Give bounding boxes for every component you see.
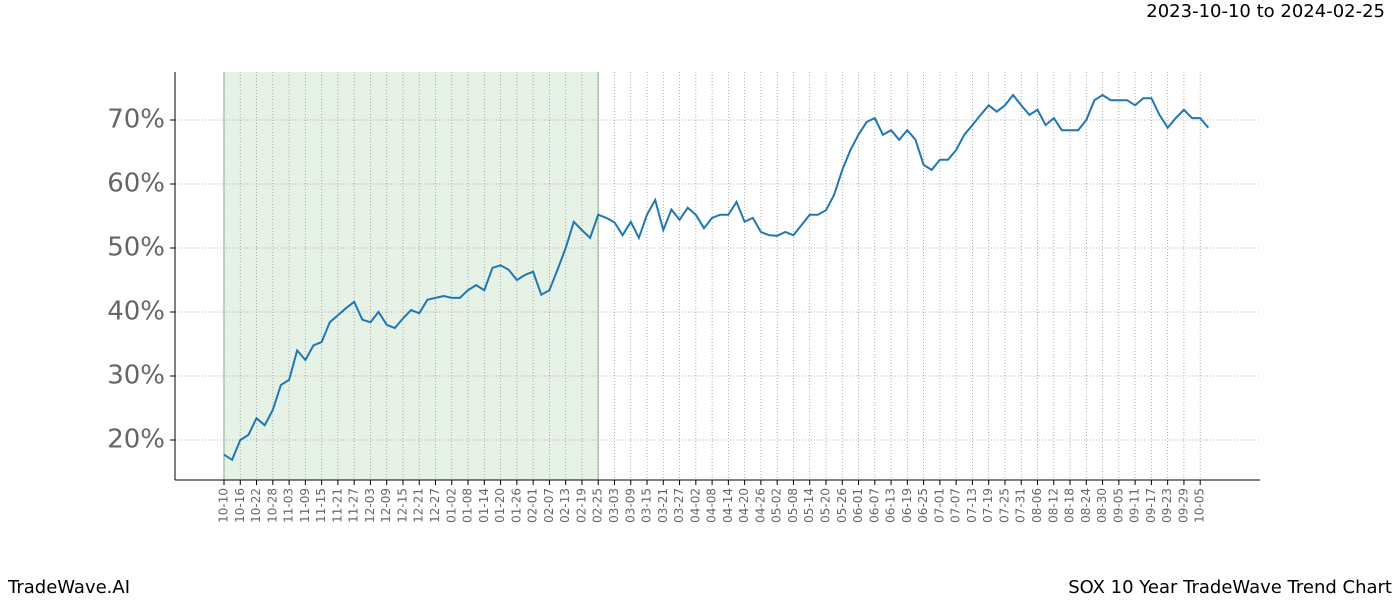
x-tick-label: 12-15 <box>395 488 409 523</box>
x-tick-label: 11-27 <box>347 488 361 523</box>
x-tick-label: 12-27 <box>428 488 442 523</box>
x-tick-label: 05-26 <box>835 488 849 523</box>
x-tick-label: 08-18 <box>1063 488 1077 523</box>
x-tick-label: 01-20 <box>493 488 507 523</box>
x-tick-label: 04-26 <box>753 488 767 523</box>
x-tick-label: 02-01 <box>526 488 540 523</box>
y-tick-label: 60% <box>107 169 165 199</box>
x-tick-label: 11-09 <box>298 488 312 523</box>
x-tick-label: 01-26 <box>509 488 523 523</box>
highlight-region <box>224 72 599 480</box>
x-tick-label: 10-22 <box>249 488 263 523</box>
x-tick-label: 09-29 <box>1176 488 1190 523</box>
x-tick-label: 03-21 <box>656 488 670 523</box>
y-tick-label: 70% <box>107 105 165 135</box>
x-tick-label: 05-02 <box>770 488 784 523</box>
x-tick-label: 05-20 <box>818 488 832 523</box>
x-tick-label: 07-01 <box>932 488 946 523</box>
x-tick-label: 01-08 <box>461 488 475 523</box>
x-tick-label: 11-21 <box>330 488 344 523</box>
x-tick-label: 03-27 <box>672 488 686 523</box>
x-tick-label: 05-08 <box>786 488 800 523</box>
x-tick-label: 06-07 <box>867 488 881 523</box>
x-tick-label: 12-21 <box>412 488 426 523</box>
x-tick-label: 06-19 <box>900 488 914 523</box>
y-tick-label: 40% <box>107 297 165 327</box>
x-tick-label: 05-14 <box>802 488 816 523</box>
x-tick-label: 09-23 <box>1160 488 1174 523</box>
x-tick-label: 07-31 <box>1014 488 1028 523</box>
x-tick-label: 06-13 <box>884 488 898 523</box>
x-tick-label: 03-03 <box>607 488 621 523</box>
y-tick-label: 20% <box>107 425 165 455</box>
x-tick-label: 08-30 <box>1095 488 1109 523</box>
x-tick-label: 07-07 <box>949 488 963 523</box>
x-tick-label: 08-12 <box>1046 488 1060 523</box>
x-tick-label: 02-19 <box>574 488 588 523</box>
x-tick-label: 06-01 <box>851 488 865 523</box>
trend-line <box>223 93 1210 462</box>
x-tick-label: 07-19 <box>981 488 995 523</box>
y-tick-label: 50% <box>107 233 165 263</box>
x-tick-label: 10-16 <box>233 488 247 523</box>
footer-left: TradeWave.AI <box>7 577 130 598</box>
x-tick-label: 12-09 <box>379 488 393 523</box>
x-tick-label: 08-24 <box>1079 488 1093 523</box>
x-tick-label: 06-25 <box>916 488 930 523</box>
x-tick-label: 09-11 <box>1128 488 1142 523</box>
x-tick-label: 10-05 <box>1193 488 1207 523</box>
x-tick-label: 04-20 <box>737 488 751 523</box>
x-tick-label: 02-25 <box>591 488 605 523</box>
x-tick-label: 01-02 <box>444 488 458 523</box>
footer-right: SOX 10 Year TradeWave Trend Chart <box>1068 577 1392 598</box>
x-tick-label: 09-17 <box>1144 488 1158 523</box>
x-tick-label: 11-03 <box>282 488 296 523</box>
x-tick-label: 11-15 <box>314 488 328 523</box>
x-tick-label: 07-25 <box>997 488 1011 523</box>
x-tick-label: 02-07 <box>542 488 556 523</box>
x-tick-label: 03-15 <box>640 488 654 523</box>
x-tick-label: 09-05 <box>1111 488 1125 523</box>
chart-title: 2023-10-10 to 2024-02-25 <box>1146 1 1385 22</box>
x-tick-label: 10-10 <box>217 488 231 523</box>
x-tick-label: 12-03 <box>363 488 377 523</box>
x-tick-label: 04-02 <box>688 488 702 523</box>
x-tick-label: 10-28 <box>265 488 279 523</box>
x-tick-label: 01-14 <box>477 488 491 523</box>
x-tick-label: 08-06 <box>1030 488 1044 523</box>
x-tick-label: 07-13 <box>965 488 979 523</box>
x-tick-label: 04-14 <box>721 488 735 523</box>
x-tick-label: 04-08 <box>705 488 719 523</box>
x-tick-label: 02-13 <box>558 488 572 523</box>
y-tick-label: 30% <box>107 361 165 391</box>
x-tick-label: 03-09 <box>623 488 637 523</box>
